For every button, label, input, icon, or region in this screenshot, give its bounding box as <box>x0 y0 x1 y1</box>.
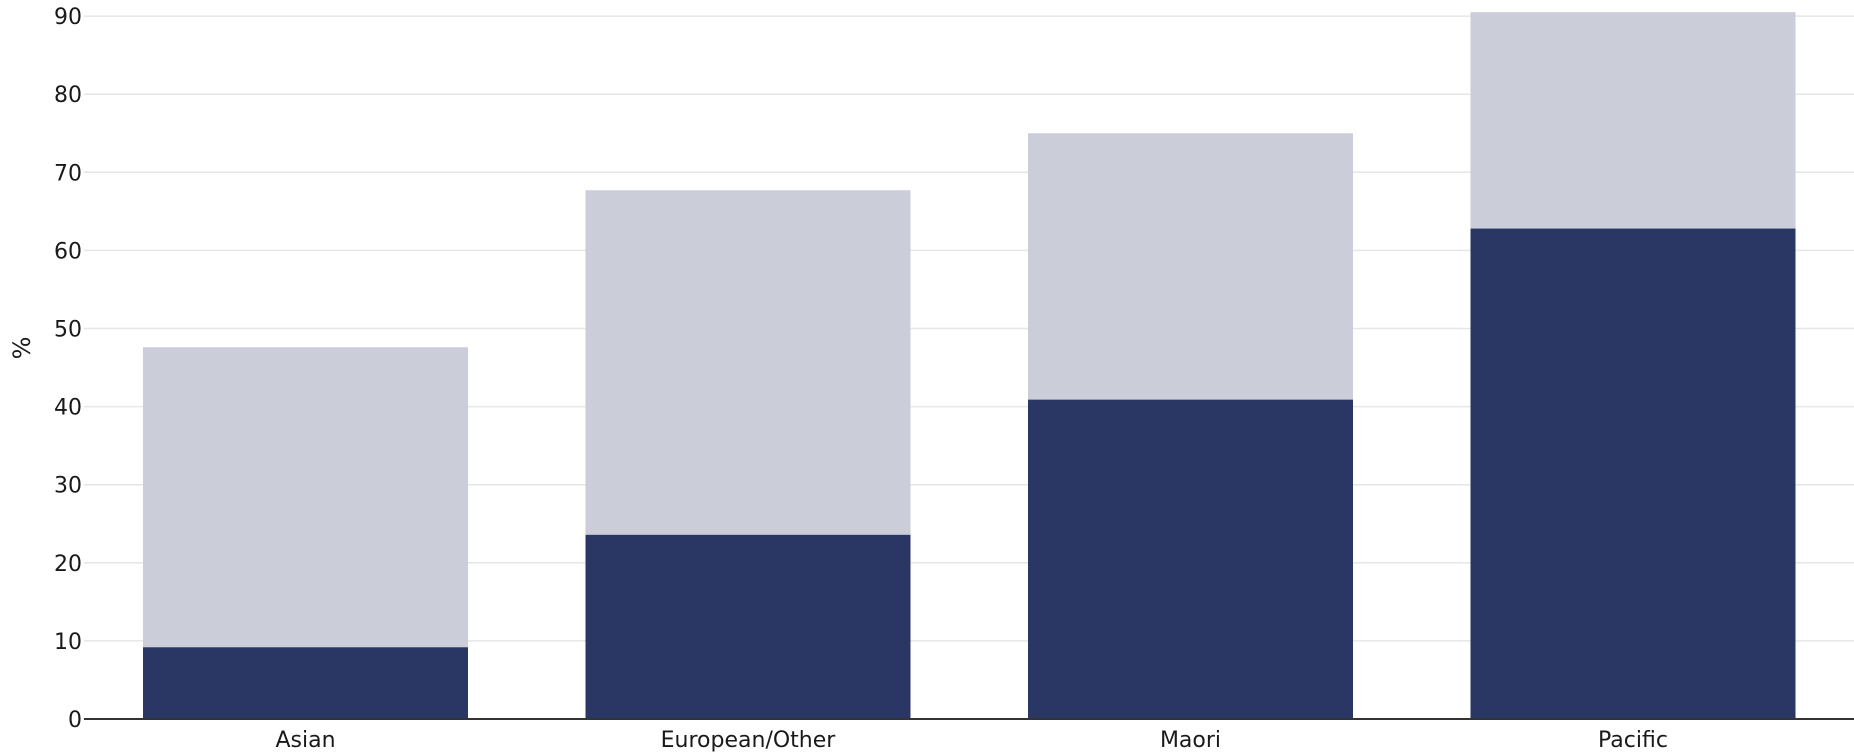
x-tick-label-asian: Asian <box>275 728 335 753</box>
y-tick-label-70: 70 <box>54 161 82 186</box>
y-tick-label-20: 20 <box>54 552 82 577</box>
bar-european-other-segment-1 <box>585 534 911 719</box>
y-tick-labels: 0 10 20 30 40 50 60 70 80 90 <box>54 5 82 733</box>
bar-european-other-segment-2 <box>585 190 911 535</box>
y-tick-label-80: 80 <box>54 83 82 108</box>
y-tick-label-40: 40 <box>54 396 82 421</box>
bar-pacific-segment-1 <box>1470 228 1796 720</box>
y-tick-label-90: 90 <box>54 5 82 30</box>
bar-pacific-segment-2 <box>1470 12 1796 229</box>
bar-asian-segment-2 <box>143 347 468 648</box>
x-tick-label-pacific: Pacific <box>1598 728 1668 753</box>
bar-asian-segment-1 <box>143 647 468 719</box>
y-tick-label-30: 30 <box>54 474 82 499</box>
y-tick-label-0: 0 <box>68 708 82 733</box>
axes: % <box>8 337 1854 720</box>
y-tick-label-50: 50 <box>54 318 82 343</box>
y-tick-label-10: 10 <box>54 630 82 655</box>
bar-maori-segment-2 <box>1028 133 1353 400</box>
y-tick-label-60: 60 <box>54 239 82 264</box>
x-tick-label-european-other: European/Other <box>661 728 837 753</box>
x-tick-label-maori: Maori <box>1160 728 1221 753</box>
y-axis-title: % <box>8 337 36 360</box>
bars <box>143 12 1796 720</box>
bar-maori-segment-1 <box>1028 399 1353 719</box>
x-tick-labels: Asian European/Other Maori Pacific <box>275 728 1667 753</box>
